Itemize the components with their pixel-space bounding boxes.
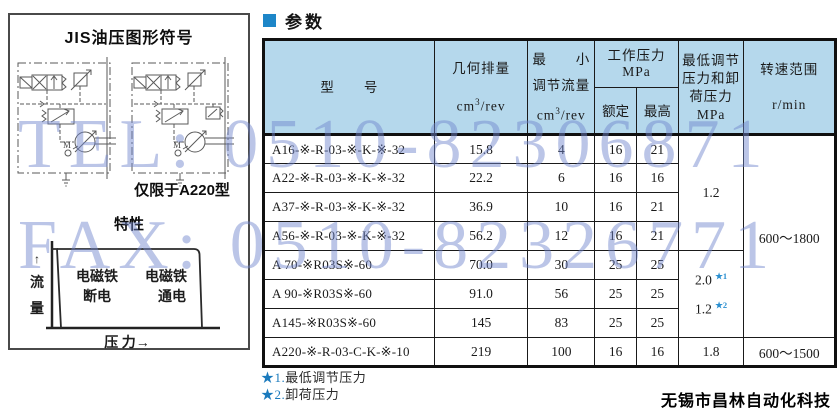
svg-text:电磁铁: 电磁铁 [76,268,118,285]
displacement-cell: 145 [433,308,529,338]
svg-text:M: M [63,140,71,150]
col-header-displacement: 几何排量 cm3/rev [433,39,529,136]
svg-text:通电: 通电 [158,288,186,305]
table-row: A220-※-R-03-C-K-※-10 219 100 16 16 1.8 6… [263,337,836,367]
displacement-cell: 91.0 [433,279,529,309]
section-title-text: 参数 [285,13,325,32]
rated-pressure-cell: 25 [594,250,637,280]
section-title: 参数 [263,8,325,33]
col-header-working-pressure: 工作压力 MPa [594,39,679,88]
pressure-value-with-mark: 2.0 ★1 [695,271,728,288]
min-flow-cell: 12 [527,221,596,251]
col-header-speed-range: 转速范围 r/min [743,39,836,136]
rated-pressure-cell: 16 [594,221,637,251]
svg-text:量: 量 [30,301,44,317]
min-adjust-pressure-merged-cell: 1.2 [677,134,745,251]
svg-text:电磁铁: 电磁铁 [145,268,187,285]
min-flow-cell: 83 [527,308,596,338]
footnote-1: ★1.最低调节压力 [261,370,367,385]
hydraulic-diagrams-svg: M [17,57,234,187]
footnote-star-2: ★2. [261,387,286,402]
min-flow-cell: 10 [527,192,596,222]
table-row: A145-※R03S※-60 145 83 25 25 [263,308,836,338]
max-pressure-cell: 25 [635,279,679,309]
max-pressure-cell: 16 [635,337,679,367]
max-pressure-cell: 21 [635,221,679,251]
pressure-axis-label: 压 力→ [104,334,150,351]
max-pressure-cell: 16 [635,163,679,193]
hydraulic-diagram-standard: M [17,57,116,187]
blue-square-icon [263,14,276,27]
max-pressure-cell: 25 [635,250,679,280]
a220-only-caption: 仅限于A220型 [134,182,230,199]
max-pressure-cell: 25 [635,308,679,338]
table-row: A 70-※R03S※-60 70.0 30 25 25 2.0 ★1 1.2 … [263,250,836,338]
max-pressure-cell: 21 [635,192,679,222]
model-cell: A22-※-R-03-※-K-※-32 [263,163,435,193]
min-flow-cell: 56 [527,279,596,309]
col-header-min-flow: 最 小 调节流量 cm3/rev [527,39,596,136]
footnotes: ★1.最低调节压力 ★2.卸荷压力 [261,369,366,403]
jis-panel-title: JIS油压图形符号 [64,30,194,47]
displacement-cell: 15.8 [433,134,529,164]
col-header-rated: 额定 [594,86,637,136]
svg-text:断电: 断电 [83,288,111,305]
rated-pressure-cell: 16 [594,337,637,367]
rated-pressure-cell: 16 [594,134,637,164]
model-cell: A220-※-R-03-C-K-※-10 [263,337,435,367]
solenoid-on-label: 电磁铁 通电 [145,268,187,305]
min-flow-cell: 6 [527,163,596,193]
pressure-value-with-mark: 1.2 ★2 [695,299,728,317]
rated-pressure-cell: 25 [594,279,637,309]
svg-text:流: 流 [30,274,44,291]
max-pressure-cell: 21 [635,134,679,164]
min-flow-cell: 100 [527,337,596,367]
characteristics-title: 特性 [113,216,144,233]
table-row: A16-※-R-03-※-K-※-32 15.8 4 16 21 1.2 600… [263,134,836,338]
svg-text:M: M [173,140,181,150]
model-cell: A37-※-R-03-※-K-※-32 [263,192,435,222]
min-flow-cell: 30 [527,250,596,280]
company-name: 无锡市昌林自动化科技 [660,393,831,410]
model-cell: A 70-※R03S※-60 [263,250,435,280]
displacement-cell: 22.2 [433,163,529,193]
jis-symbol-panel: JIS油压图形符号 M [8,13,250,351]
displacement-cell: 36.9 [433,192,529,222]
col-header-max: 最高 [635,86,679,136]
curve-solenoid-on [57,248,203,329]
speed-range-cell: 600～1500 [743,337,836,367]
rated-pressure-cell: 25 [594,308,637,338]
flow-axis-label: ↑ 流 量 [30,252,44,317]
min-flow-cell: 4 [527,134,596,164]
model-cell: A16-※-R-03-※-K-※-32 [263,134,435,164]
footnote-2: ★2.卸荷压力 [261,387,340,402]
characteristics-block: 特性 ↑ 流 量 电磁铁 断电 电磁铁 通电 [20,213,238,358]
hydraulic-diagram-a220: M [131,57,234,187]
curve-solenoid-off [52,248,62,329]
characteristics-chart-svg: ↑ 流 量 电磁铁 断电 电磁铁 通电 压 力→ [30,241,220,351]
min-adjust-pressure-cell: 1.8 [677,337,745,367]
model-cell: A145-※R03S※-60 [263,308,435,338]
col-header-min-pressure: 最低调节 压力和卸 荷压力 MPa [677,39,745,136]
solenoid-off-label: 电磁铁 断电 [76,268,118,305]
model-cell: A 90-※R03S※-60 [263,279,435,309]
model-cell: A56-※-R-03-※-K-※-32 [263,221,435,251]
rated-pressure-cell: 16 [594,192,637,222]
rated-pressure-cell: 16 [594,163,637,193]
displacement-cell: 56.2 [433,221,529,251]
displacement-cell: 70.0 [433,250,529,280]
displacement-cell: 219 [433,337,529,367]
col-header-model: 型 号 [263,39,435,136]
svg-text:↑: ↑ [34,252,40,266]
parameters-table: 型 号 几何排量 cm3/rev 最 小 调节流量 cm3/rev 工作压力 M… [262,38,837,368]
min-adjust-unload-pressure-merged-cell: 2.0 ★1 1.2 ★2 [677,250,745,338]
footnote-star-1: ★1. [261,370,286,385]
speed-range-merged-cell: 600～1800 [743,134,836,338]
